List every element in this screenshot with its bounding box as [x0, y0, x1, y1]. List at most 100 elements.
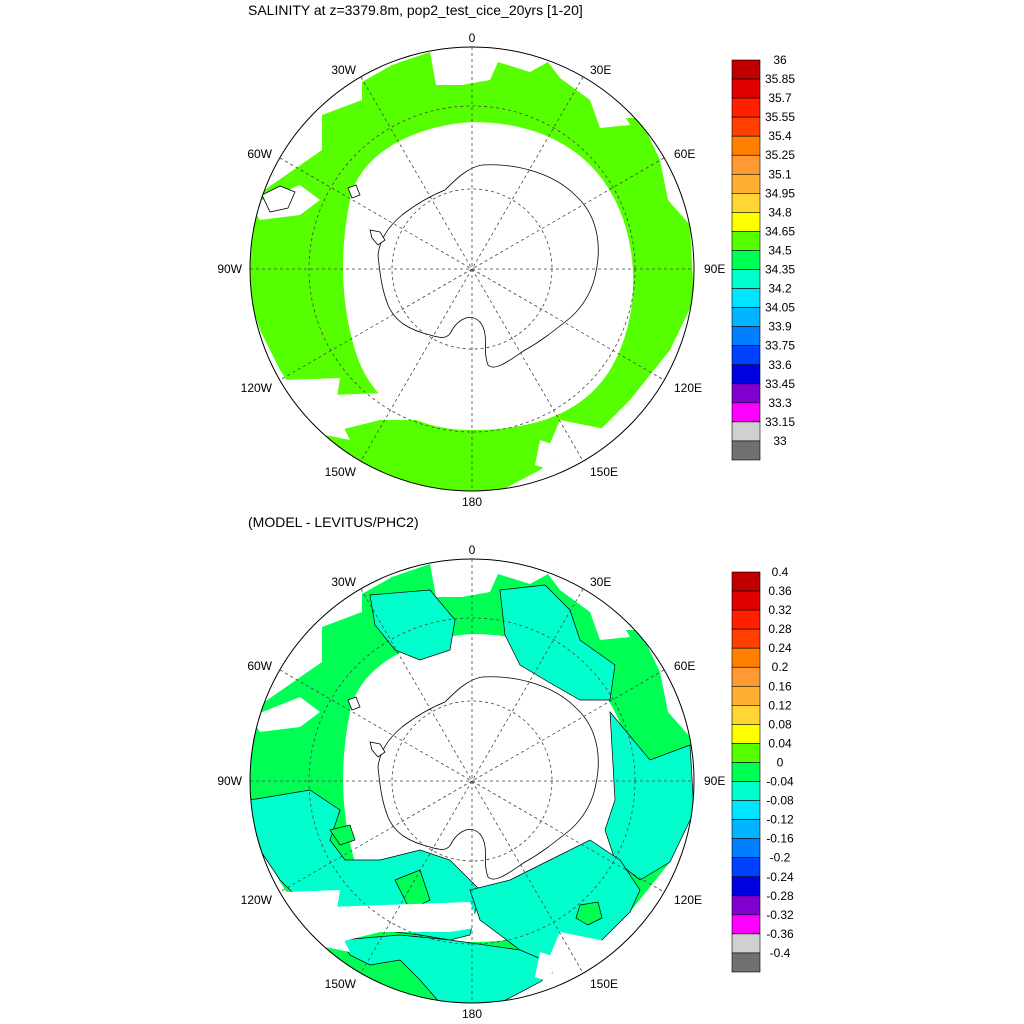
top-colorbar-swatch	[731, 59, 761, 80]
top-lon-labels: 0 30E 60E 90E 120E 150E 180 150W 120W 90…	[217, 31, 725, 509]
top-colorbar-swatch	[731, 212, 761, 232]
bottom-colorbar-label: -0.28	[766, 889, 794, 903]
bottom-lon-90e: 90E	[704, 774, 725, 788]
bottom-map-title: (MODEL - LEVITUS/PHC2)	[248, 514, 419, 530]
bottom-colorbar-swatch	[731, 609, 761, 630]
top-lon-30e: 30E	[590, 63, 611, 77]
bottom-lon-0: 0	[469, 543, 476, 557]
bottom-lon-labels: 0 30E 60E 90E 120E 150E 180 150W 120W 90…	[217, 543, 725, 1021]
bottom-lon-90w: 90W	[217, 774, 242, 788]
top-colorbar-swatch	[731, 364, 761, 385]
bottom-colorbar-swatch	[731, 590, 761, 611]
bottom-colorbar-swatch	[731, 705, 761, 725]
top-colorbar-label: 33.3	[768, 396, 792, 410]
top-colorbar-swatch	[731, 307, 761, 327]
top-colorbar-swatch	[731, 440, 761, 461]
top-colorbar-label: 35.55	[765, 110, 795, 124]
bottom-colorbar-swatch	[731, 724, 761, 744]
top-colorbar-label: 33.9	[768, 320, 792, 334]
top-lon-30w: 30W	[331, 63, 356, 77]
bottom-colorbar-label: -0.12	[766, 813, 794, 827]
top-colorbar-label: 36	[773, 53, 787, 67]
bottom-colorbar: 0.4 0.36 0.32 0.28 0.24 0.2 0.16 0.12 0.08 0.04 0 -…	[731, 565, 794, 973]
top-colorbar-swatch	[731, 116, 761, 137]
top-colorbar-label: 35.1	[768, 167, 792, 181]
top-colorbar-swatch	[731, 193, 761, 213]
bottom-colorbar-swatch	[731, 647, 761, 668]
bottom-antarctica	[377, 676, 599, 880]
top-colorbar-label: 34.35	[765, 263, 795, 277]
top-ocean-field	[250, 52, 694, 491]
bottom-colorbar-swatch	[731, 743, 761, 763]
top-colorbar-label: 33	[773, 434, 787, 448]
bottom-lon-30e: 30E	[590, 575, 611, 589]
bottom-colorbar-swatch	[731, 781, 761, 801]
top-lon-0: 0	[469, 31, 476, 45]
bottom-colorbar-label: -0.16	[766, 832, 794, 846]
top-colorbar-label: 35.25	[765, 148, 795, 162]
bottom-lon-120e: 120E	[674, 893, 702, 907]
top-colorbar-label: 33.6	[768, 358, 792, 372]
top-colorbar-label: 35.85	[765, 72, 795, 86]
top-lon-60w: 60W	[247, 147, 272, 161]
top-colorbar-label: 34.95	[765, 186, 795, 200]
top-lon-180: 180	[462, 495, 482, 509]
top-colorbar-label: 34.05	[765, 301, 795, 315]
top-colorbar-swatch	[731, 269, 761, 289]
top-colorbar-swatch	[731, 78, 761, 99]
top-colorbar-swatch	[731, 154, 761, 175]
bottom-colorbar-swatch	[731, 952, 761, 973]
top-colorbar-swatch	[731, 135, 761, 156]
bottom-colorbar-label: -0.32	[766, 908, 794, 922]
bottom-colorbar-swatch	[731, 876, 761, 897]
top-colorbar-swatch	[731, 250, 761, 270]
top-colorbar-swatch	[731, 345, 761, 366]
bottom-colorbar-swatch	[731, 895, 761, 916]
bottom-colorbar-label: 0.4	[772, 565, 789, 579]
bottom-colorbar-label: 0.16	[768, 679, 792, 693]
bottom-colorbar-label: -0.4	[770, 946, 791, 960]
bottom-colorbar-label: 0.32	[768, 603, 792, 617]
bottom-colorbar-label: -0.04	[766, 775, 794, 789]
bottom-lon-60e: 60E	[674, 659, 695, 673]
top-colorbar-label: 35.7	[768, 91, 792, 105]
bottom-colorbar-label: 0.24	[768, 641, 792, 655]
top-colorbar-label: 34.5	[768, 243, 792, 257]
bottom-colorbar-label: 0.28	[768, 622, 792, 636]
top-antarctica	[377, 164, 599, 368]
bottom-lon-150w: 150W	[325, 977, 357, 991]
bottom-colorbar-label: -0.08	[766, 794, 794, 808]
bottom-lon-30w: 30W	[331, 575, 356, 589]
top-colorbar-swatch	[731, 288, 761, 308]
top-colorbar: 36 35.85 35.7 35.55 35.4 35.25 35.1 34.95 34.8 34…	[731, 53, 795, 461]
bottom-lon-120w: 120W	[241, 893, 273, 907]
bottom-colorbar-swatch	[731, 685, 761, 706]
top-lon-150e: 150E	[590, 465, 618, 479]
bottom-colorbar-label: -0.24	[766, 870, 794, 884]
bottom-colorbar-label: 0	[777, 755, 784, 769]
top-colorbar-swatch	[731, 326, 761, 347]
bottom-colorbar-swatch	[731, 933, 761, 954]
top-colorbar-label: 35.4	[768, 129, 792, 143]
top-lon-120w: 120W	[241, 381, 273, 395]
top-colorbar-label: 34.65	[765, 224, 795, 238]
bottom-colorbar-label: 0.36	[768, 584, 792, 598]
top-colorbar-swatch	[731, 97, 761, 118]
bottom-lon-150e: 150E	[590, 977, 618, 991]
bottom-colorbar-label: -0.2	[770, 851, 791, 865]
top-colorbar-label: 33.75	[765, 339, 795, 353]
bottom-colorbar-swatch	[731, 857, 761, 878]
bottom-colorbar-swatch	[731, 571, 761, 592]
top-colorbar-label: 33.45	[765, 377, 795, 391]
top-colorbar-label: 34.8	[768, 205, 792, 219]
top-lon-90e: 90E	[704, 262, 725, 276]
top-map-title: SALINITY at z=3379.8m, pop2_test_cice_20…	[248, 2, 583, 18]
top-colorbar-label: 34.2	[768, 282, 792, 296]
bottom-colorbar-swatch	[731, 666, 761, 687]
top-colorbar-swatch	[731, 231, 761, 251]
top-colorbar-label: 33.15	[765, 415, 795, 429]
top-polar-map	[249, 46, 695, 492]
bottom-lon-180: 180	[462, 1007, 482, 1021]
bottom-colorbar-swatch	[731, 914, 761, 935]
